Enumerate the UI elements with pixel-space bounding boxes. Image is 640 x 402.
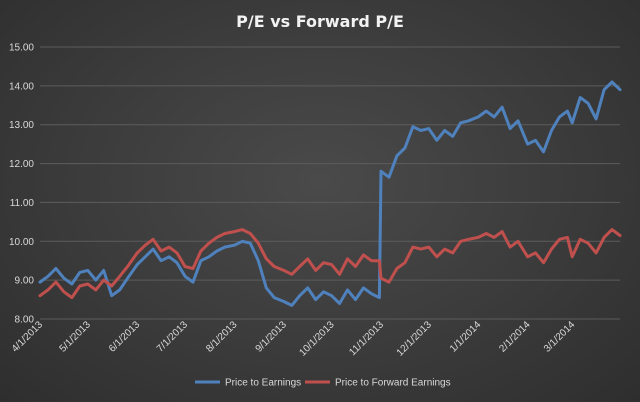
legend-label: Price to Forward Earnings bbox=[335, 378, 451, 389]
y-tick-label: 8.00 bbox=[15, 315, 35, 326]
x-tick-label: 6/1/2013 bbox=[107, 319, 143, 355]
y-axis-ticks: 15.00 14.00 13.00 12.00 11.00 10.00 9.00 8.00 bbox=[9, 43, 34, 326]
series-line-price-to-forward-earnings bbox=[38, 228, 622, 300]
y-tick-label: 9.00 bbox=[15, 276, 35, 287]
x-tick-label: 2/1/2014 bbox=[497, 319, 533, 355]
y-tick-label: 11.00 bbox=[10, 198, 35, 209]
x-axis-ticks: 4/1/2013 5/1/2013 6/1/2013 7/1/2013 8/1/2013… bbox=[10, 319, 578, 359]
x-tick-label: 5/1/2013 bbox=[58, 319, 94, 355]
x-tick-label: 3/1/2014 bbox=[542, 319, 578, 355]
y-tick-label: 10.00 bbox=[9, 237, 34, 248]
gridlines bbox=[40, 46, 620, 320]
series-lines bbox=[38, 80, 622, 307]
y-tick-label: 13.00 bbox=[9, 120, 34, 131]
x-tick-label: 8/1/2013 bbox=[204, 319, 240, 355]
y-tick-label: 15.00 bbox=[9, 43, 34, 54]
x-tick-label: 10/1/2013 bbox=[297, 319, 337, 359]
y-tick-label: 12.00 bbox=[9, 159, 34, 170]
x-tick-label: 11/1/2013 bbox=[347, 319, 386, 358]
legend: Price to Earnings Price to Forward Earnin… bbox=[195, 378, 451, 389]
x-tick-label: 12/1/2013 bbox=[395, 319, 435, 359]
legend-label: Price to Earnings bbox=[225, 378, 301, 389]
y-tick-label: 14.00 bbox=[9, 81, 34, 92]
x-tick-label: 1/1/2014 bbox=[448, 319, 484, 355]
series-line-price-to-earnings bbox=[38, 80, 622, 307]
x-tick-label: 7/1/2013 bbox=[155, 319, 191, 355]
x-tick-label: 9/1/2013 bbox=[254, 319, 290, 355]
chart-title: P/E vs Forward P/E bbox=[236, 12, 404, 31]
